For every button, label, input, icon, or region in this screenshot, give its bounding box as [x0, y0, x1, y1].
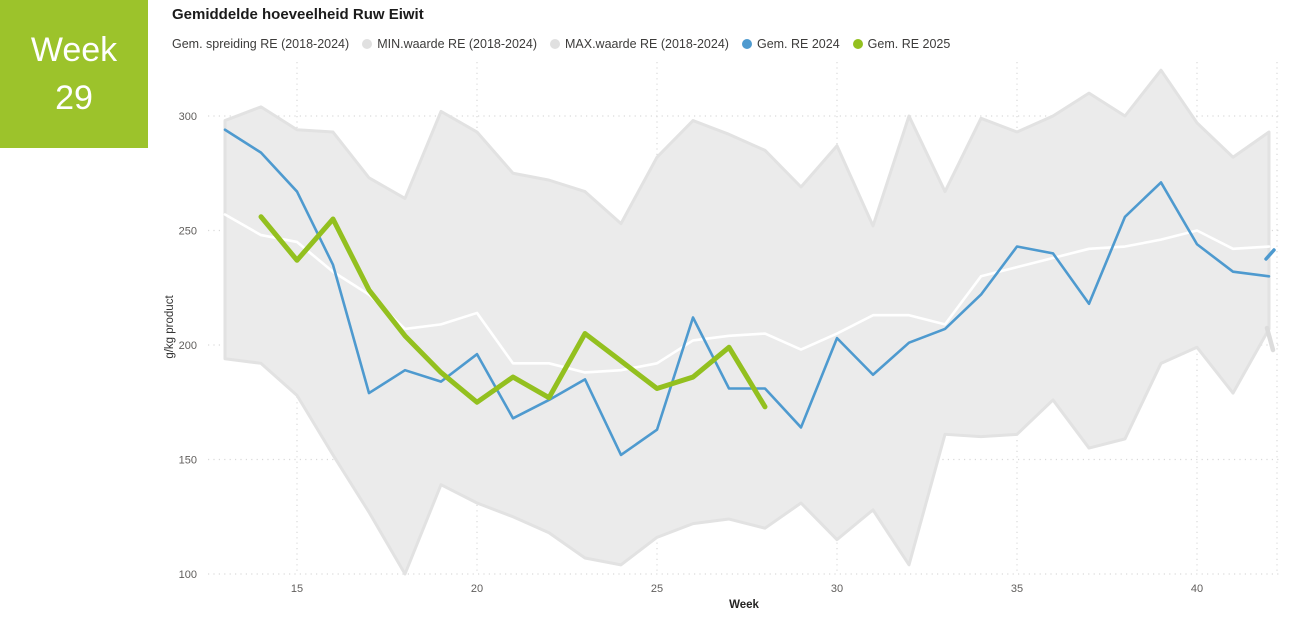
- legend-marker-max-icon: [549, 39, 560, 49]
- legend-item-max-waarde[interactable]: MAX.waarde RE (2018-2024): [549, 37, 729, 51]
- x-tick-label-20: 20: [471, 583, 483, 595]
- y-tick-label-300: 300: [179, 111, 197, 123]
- x-tick-label-15: 15: [291, 583, 303, 595]
- legend-label: Gem. RE 2025: [867, 37, 951, 51]
- chart-title: Gemiddelde hoeveelheid Ruw Eiwit: [172, 6, 424, 23]
- x-axis-title: Week: [729, 599, 759, 611]
- y-tick-label-100: 100: [179, 569, 197, 581]
- legend-label: Gem. RE 2024: [756, 37, 840, 51]
- week-box-label: Week: [30, 30, 118, 69]
- legend-item-min-waarde[interactable]: MIN.waarde RE (2018-2024): [362, 37, 537, 51]
- legend-label: MAX.waarde RE (2018-2024): [564, 37, 729, 51]
- y-tick-label-200: 200: [179, 340, 197, 352]
- y-axis-title: g/kg product: [164, 295, 176, 359]
- y-tick-label-150: 150: [179, 455, 197, 467]
- right-edge-marker-blue-icon: [1264, 248, 1276, 261]
- legend-marker-2025-icon: [852, 39, 863, 49]
- gem-re-2024-line: [223, 128, 1271, 457]
- gem-re-2025-line: [258, 214, 768, 410]
- legend-marker-2024-icon: [741, 39, 752, 49]
- avg-spreiding-line: [223, 213, 1271, 374]
- week-box-number: 29: [55, 79, 93, 117]
- x-tick-label-30: 30: [831, 583, 843, 595]
- legend-label: Gem. spreiding RE (2018-2024): [172, 37, 350, 51]
- chart-legend: Gem. spreiding RE (2018-2024) MIN.waarde…: [172, 37, 963, 51]
- legend-item-gem-re-2025[interactable]: Gem. RE 2025: [852, 37, 951, 51]
- week-box: Week 29: [0, 0, 148, 148]
- x-tick-label-35: 35: [1011, 583, 1023, 595]
- legend-marker-min-icon: [362, 39, 373, 49]
- legend-label: MIN.waarde RE (2018-2024): [377, 37, 537, 51]
- legend-item-gem-re-2024[interactable]: Gem. RE 2024: [741, 37, 840, 51]
- min-max-band: [223, 68, 1271, 576]
- y-tick-label-250: 250: [179, 226, 197, 238]
- x-tick-label-25: 25: [651, 583, 663, 595]
- x-tick-label-40: 40: [1191, 583, 1203, 595]
- right-edge-marker-gray-icon: [1264, 325, 1276, 353]
- legend-item-gem-spreiding[interactable]: Gem. spreiding RE (2018-2024): [172, 37, 349, 51]
